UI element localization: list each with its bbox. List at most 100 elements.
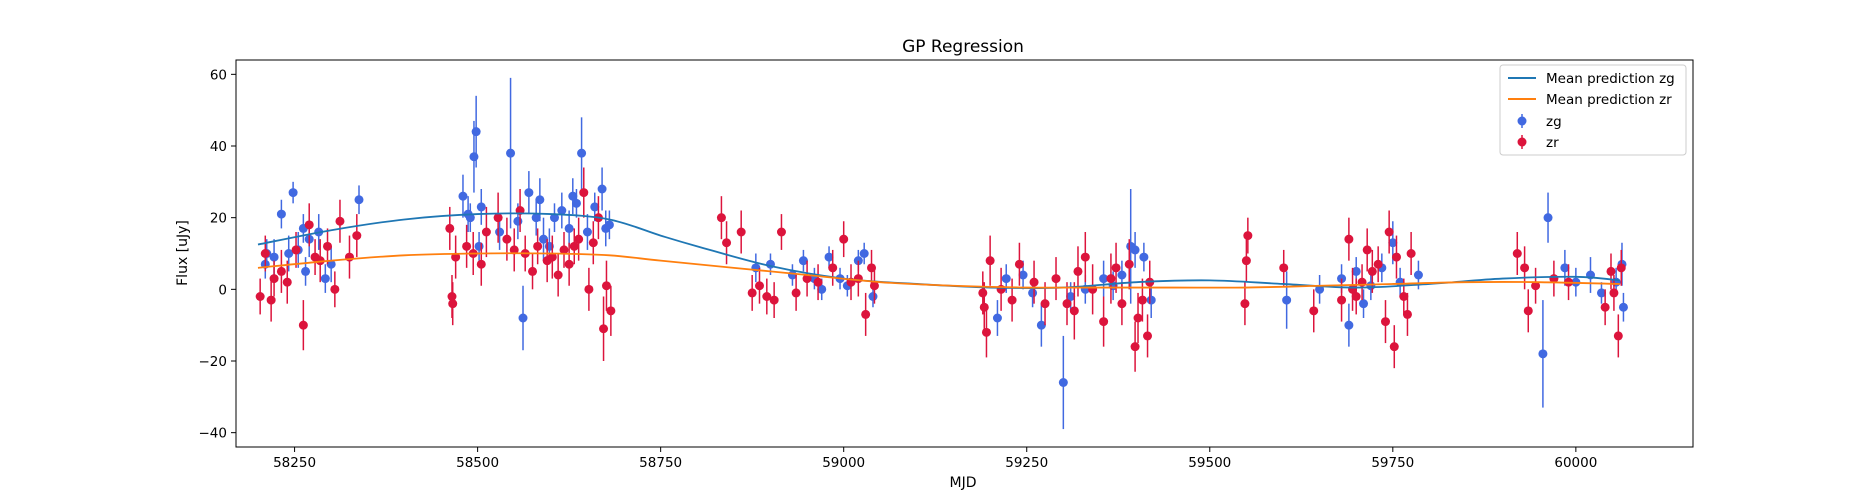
point-zg [1388,238,1398,248]
point-zr [1391,252,1401,262]
point-zr [1389,342,1399,352]
point-zr [260,249,270,258]
point-zr [528,266,538,276]
point-zr [736,227,746,237]
point-zr [769,295,779,305]
legend: Mean prediction zg Mean prediction zr zg… [1499,64,1687,156]
point-zg [597,184,607,194]
point-zg [531,213,541,223]
point-zr [1531,281,1541,291]
point-zr [606,306,616,316]
point-zg [1117,270,1127,280]
point-zg [513,216,523,226]
point-zg [992,313,1002,323]
point-zr [569,241,579,251]
point-zr [1111,263,1121,273]
point-zr [1117,299,1127,309]
point-zr [1040,299,1050,309]
point-zr [1616,263,1626,273]
point-zr [509,245,519,255]
y-tick-label: −40 [199,426,228,442]
point-zg [458,191,468,201]
point-zg [1413,270,1423,280]
point-zr [978,288,988,298]
point-zr [1384,227,1394,237]
point-zr [304,220,314,230]
x-axis-label: MJD [950,475,977,491]
point-zg [1099,274,1109,284]
point-zr [1600,302,1610,312]
point-zr [282,277,292,287]
point-zr [323,241,333,251]
x-tick-label: 59250 [1005,455,1048,471]
y-tick-label: 60 [210,67,227,83]
point-zg [564,223,574,233]
x-tick-label: 59500 [1188,455,1231,471]
point-zr [1073,266,1083,276]
point-zg [1036,320,1046,330]
point-zr [315,256,325,266]
point-zg [354,195,364,205]
point-zr [1143,331,1153,341]
point-zg [1366,281,1376,291]
point-zr [1337,295,1347,305]
point-zr [445,223,455,233]
point-zr [266,295,276,305]
legend-label-mean-zg: Mean prediction zg [1546,71,1675,87]
point-zg [590,202,600,212]
point-zr [352,231,362,241]
point-zg [1359,299,1369,309]
point-zr [1029,277,1039,287]
point-zr [1402,309,1412,319]
point-zr [448,299,458,309]
point-zr [291,245,301,255]
point-zr [255,292,265,301]
point-zr [1609,288,1619,298]
point-zr [1351,292,1361,301]
point-zg [1028,288,1038,298]
point-zg [1618,302,1628,312]
point-zg [557,206,567,215]
point-zg [1344,320,1354,330]
y-axis-label: Flux [uJy] [175,220,191,286]
point-zg [582,227,592,237]
point-zr [802,274,812,284]
point-zr [564,259,574,269]
point-zr [762,292,772,301]
chart-title: GP Regression [902,37,1024,57]
mean-prediction-zr-line [257,252,1620,289]
point-zr [813,277,823,287]
legend-swatch-zr-marker [1517,137,1527,147]
point-zr [979,302,989,312]
point-zr [839,234,849,244]
y-tick-label: 20 [210,211,227,227]
point-zr [828,263,838,273]
point-zr [776,227,786,237]
point-zr [791,288,801,298]
plot-area-frame [235,59,1694,448]
point-zr [1243,231,1253,241]
point-zr [716,213,726,223]
point-zr [1606,266,1616,276]
point-zg [524,188,534,198]
legend-box [1499,64,1687,156]
point-zg [476,202,486,212]
point-zg [301,266,311,276]
point-zr [493,213,503,223]
point-zr [985,256,995,266]
point-zg [326,259,336,269]
point-zg [1058,378,1068,387]
point-zg [320,274,330,284]
point-zg [465,213,475,223]
point-zg [276,209,286,219]
point-zr [584,284,594,294]
point-zr [1613,331,1623,341]
point-zg [1543,213,1553,223]
point-zr [574,234,584,244]
point-zg [469,152,479,162]
x-axis: 58250 58500 58750 59000 59250 59500 59750 60000 [273,447,1597,471]
point-zg [518,313,528,323]
x-tick-label: 59750 [1371,455,1414,471]
